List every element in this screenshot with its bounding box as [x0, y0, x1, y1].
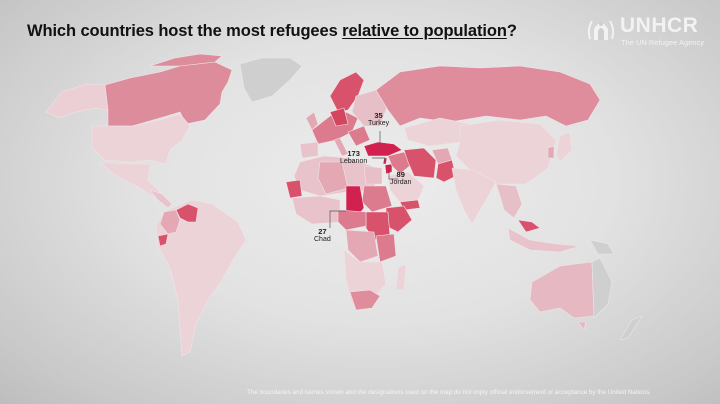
callout-value: 89	[396, 170, 405, 179]
title-suffix: ?	[506, 22, 517, 40]
unhcr-emblem-icon	[587, 20, 615, 40]
country-jordan	[384, 163, 393, 175]
callout-lebanon: 173 Lebanon	[340, 150, 367, 166]
callout-jordan: 89 Jordan	[390, 171, 411, 187]
central-america	[149, 189, 173, 209]
country-egypt	[363, 165, 383, 185]
country-tasmania	[577, 321, 587, 331]
country-ethiopia	[385, 205, 413, 233]
country-uk	[305, 111, 319, 131]
country-png	[589, 239, 615, 255]
country-turkey	[363, 141, 403, 157]
title-text: Which countries host the most refugees	[27, 22, 343, 40]
country-korea	[547, 145, 555, 159]
country-pakistan	[435, 159, 457, 183]
country-india	[451, 167, 497, 225]
map-disclaimer: The boundaries and names shown and the d…	[247, 389, 651, 396]
logo-name: UNHCR	[620, 14, 699, 37]
country-mauritania	[285, 179, 303, 199]
country-malaysia	[517, 219, 541, 233]
leader-chad	[329, 210, 346, 228]
callout-turkey: 35 Turkey	[368, 112, 389, 128]
callout-country: Lebanon	[340, 158, 368, 165]
country-greenland	[239, 57, 303, 103]
unhcr-logo: UNHCR The UN Refugee Agency	[586, 14, 706, 50]
country-south-africa	[349, 289, 381, 311]
country-china-mongolia	[455, 119, 557, 185]
callout-country: Turkey	[368, 120, 390, 127]
country-usa	[91, 113, 191, 165]
country-south-america	[155, 199, 247, 357]
region-west-africa	[291, 195, 341, 225]
region-southern-africa	[343, 249, 387, 305]
callout-country: Chad	[314, 236, 331, 243]
country-alaska	[45, 83, 109, 119]
country-drc	[345, 229, 379, 263]
country-spain	[299, 141, 319, 159]
country-australia-west	[529, 261, 595, 319]
country-madagascar	[395, 263, 407, 291]
callout-country: Jordan	[390, 179, 412, 186]
country-italy	[333, 137, 349, 157]
country-canada	[104, 61, 233, 127]
region-germany	[329, 107, 349, 127]
country-colombia	[159, 209, 181, 235]
logo-tagline: The UN Refugee Agency	[621, 38, 704, 47]
callout-chad: 27 Chad	[314, 228, 331, 244]
country-australia-east	[591, 257, 613, 319]
country-cameroon-car	[337, 209, 367, 231]
title-emphasis: relative to population	[342, 22, 507, 40]
leader-jordan	[388, 172, 398, 180]
country-iran	[403, 147, 437, 179]
country-algeria	[317, 161, 349, 195]
region-southeast-asia	[495, 183, 523, 219]
country-russia	[375, 65, 601, 127]
country-indonesia	[507, 227, 581, 253]
canada-islands	[149, 53, 223, 67]
country-venezuela	[175, 203, 199, 223]
country-ecuador	[157, 233, 169, 247]
country-syria-iraq	[387, 151, 413, 175]
callout-value: 27	[318, 227, 327, 236]
page-title: Which countries host the most refugees r…	[27, 22, 517, 41]
leader-lebanon	[372, 157, 386, 161]
country-new-zealand	[619, 315, 643, 341]
country-japan	[555, 131, 573, 163]
callout-value: 35	[374, 111, 383, 120]
callout-value: 173	[347, 149, 360, 158]
region-balkans	[347, 125, 371, 147]
country-kenya-tanzania	[375, 233, 397, 263]
